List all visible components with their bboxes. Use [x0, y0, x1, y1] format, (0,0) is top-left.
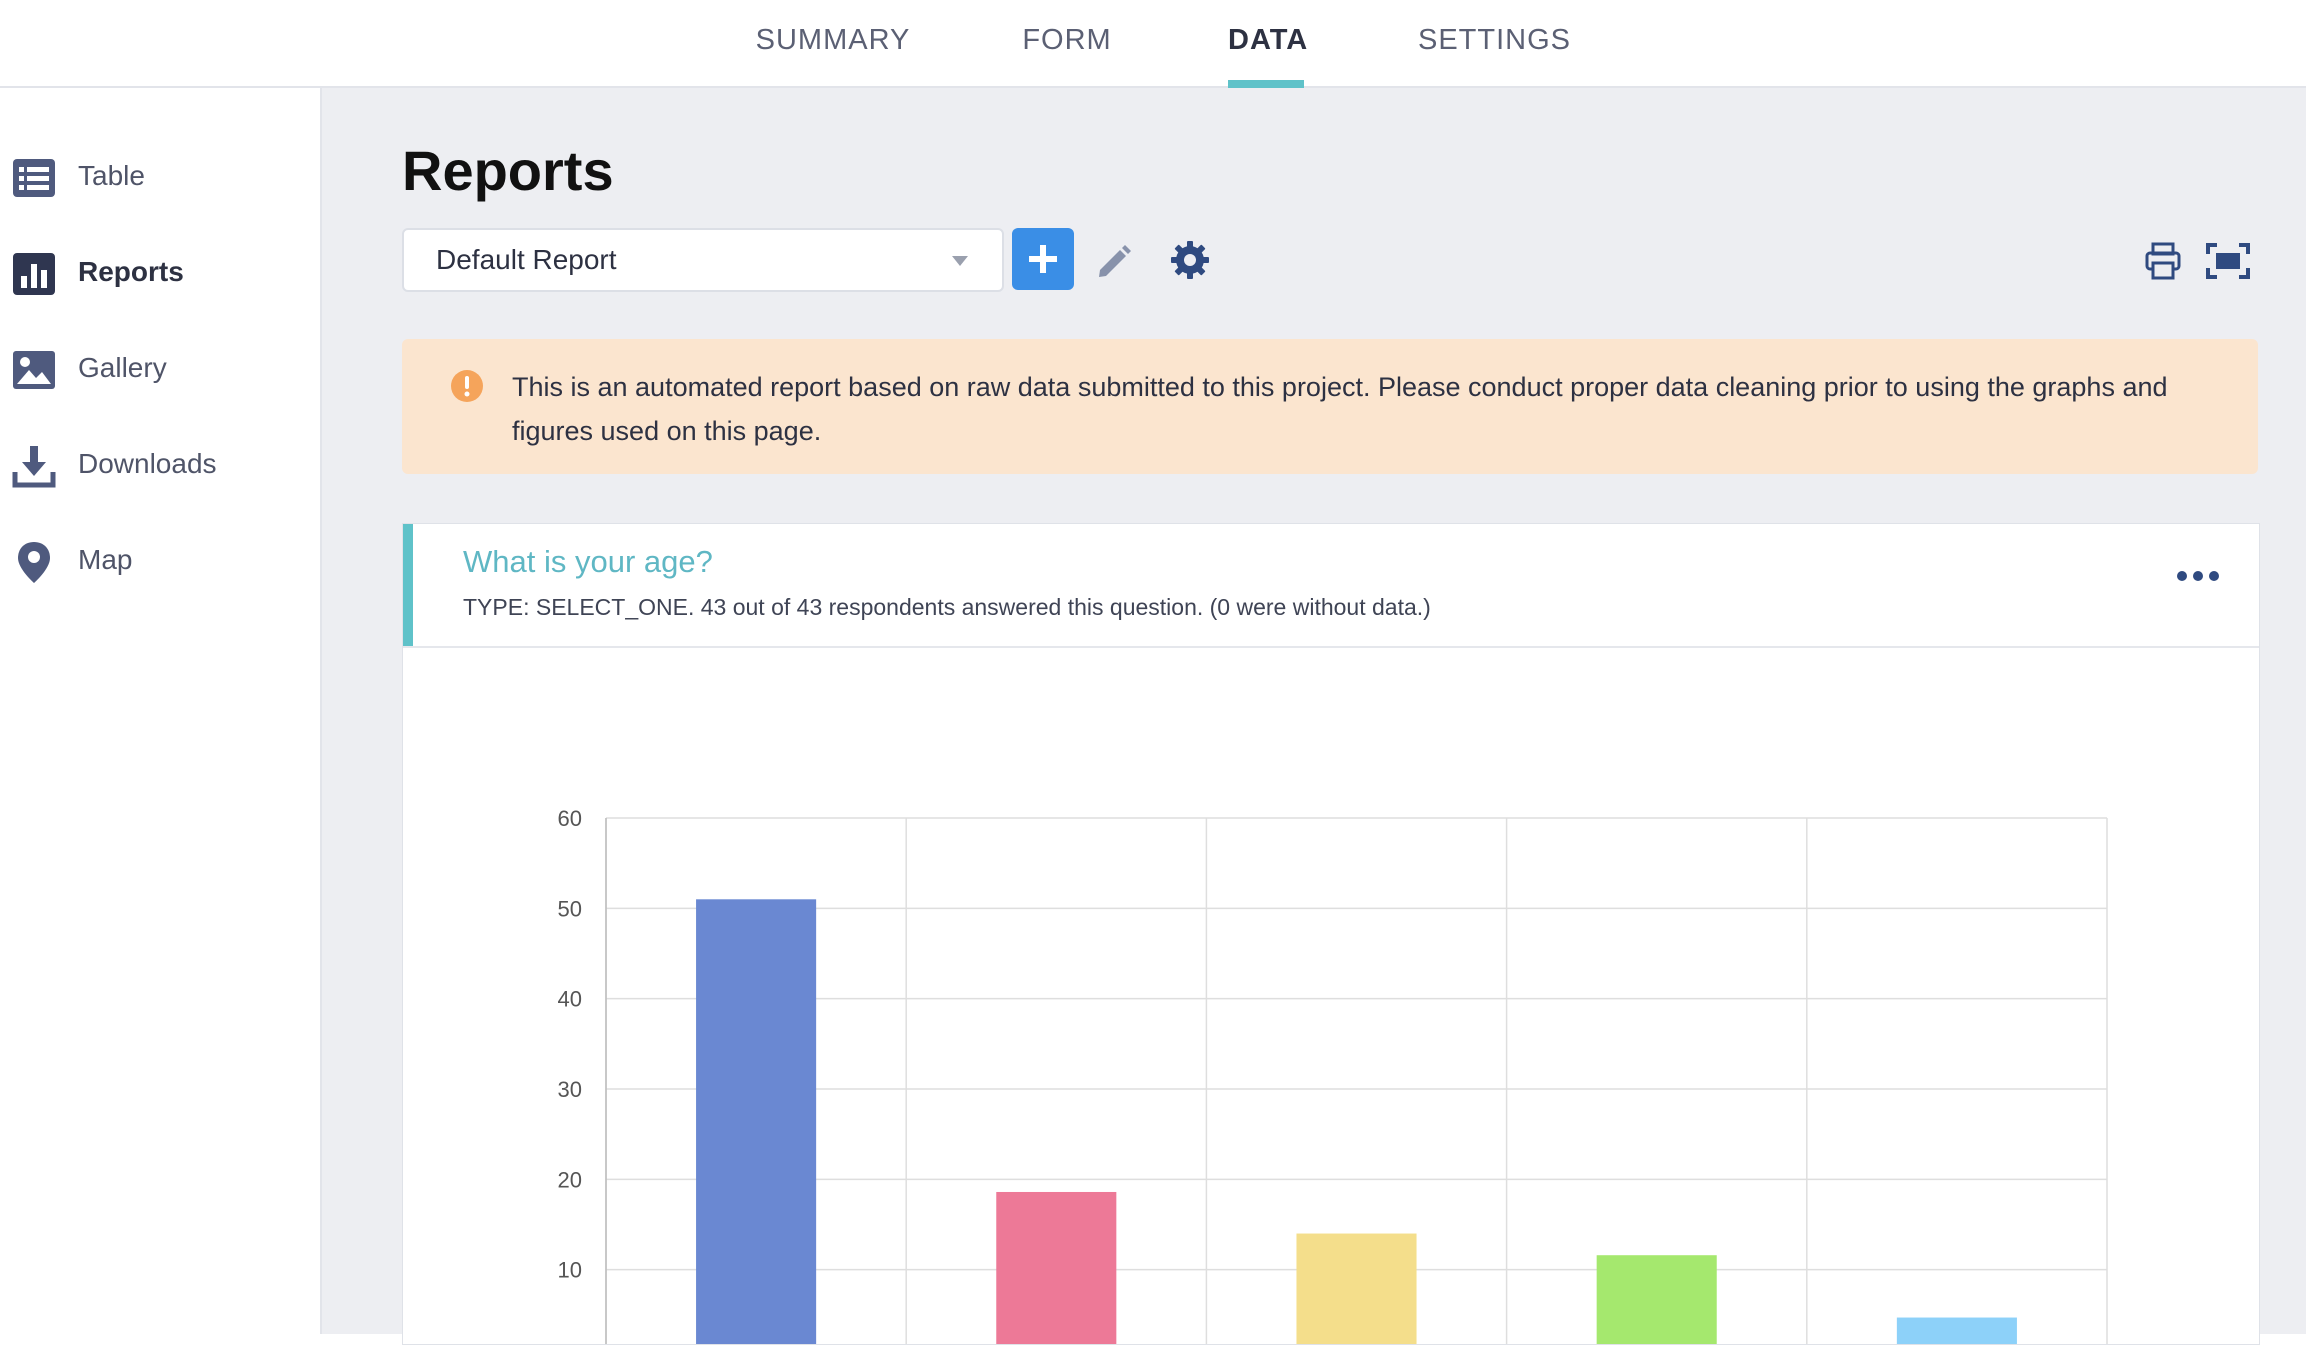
tab-form-label: FORM	[1022, 24, 1112, 56]
sidebar-item-table-label: Table	[78, 160, 145, 191]
add-report-button[interactable]	[1012, 228, 1074, 290]
bar-chart-icon	[13, 253, 55, 295]
question-header: What is your age? TYPE: SELECT_ONE. 43 o…	[403, 524, 2259, 648]
sidebar-item-reports-label: Reports	[78, 256, 184, 287]
card-accent-bar	[403, 524, 413, 646]
sidebar-item-downloads-label: Downloads	[78, 448, 217, 479]
tab-settings[interactable]: SETTINGS	[1418, 0, 1570, 86]
y-tick-label: 40	[558, 987, 582, 1012]
bar-40-49	[1896, 1317, 2017, 1344]
chevron-down-icon	[952, 256, 968, 266]
bar-18-29	[1596, 1255, 1717, 1344]
y-tick-label: 10	[558, 1258, 582, 1283]
more-options-icon[interactable]	[2173, 564, 2223, 588]
warning-icon	[451, 370, 483, 402]
question-title: What is your age?	[463, 544, 713, 579]
sidebar-item-map[interactable]: Map	[0, 520, 320, 600]
sidebar-item-reports[interactable]: Reports	[0, 232, 320, 312]
automated-report-alert: This is an automated report based on raw…	[402, 339, 2258, 474]
tab-summary-label: SUMMARY	[755, 24, 911, 56]
question-meta: TYPE: SELECT_ONE. 43 out of 43 responden…	[463, 594, 1431, 620]
image-icon	[13, 351, 55, 389]
y-tick-label: 20	[558, 1167, 582, 1192]
top-tab-bar: SUMMARY FORM DATA SETTINGS	[0, 0, 2306, 88]
sidebar-item-gallery-label: Gallery	[78, 352, 167, 383]
main-content: Reports Default Report	[322, 88, 2306, 1345]
edit-pencil-icon[interactable]	[1094, 240, 1134, 280]
sidebar-item-gallery[interactable]: Gallery	[0, 328, 320, 408]
report-select[interactable]: Default Report	[402, 228, 1004, 292]
sidebar: Table Reports Gallery Downloads Map	[0, 88, 322, 1334]
y-tick-label: 60	[558, 806, 582, 831]
bar-50-	[1296, 1233, 1417, 1344]
bar-under-18	[996, 1191, 1117, 1344]
y-tick-label: 50	[558, 896, 582, 921]
bar-30-39	[696, 899, 817, 1344]
question-report-card: What is your age? TYPE: SELECT_ONE. 43 o…	[402, 523, 2260, 1345]
sidebar-item-table[interactable]: Table	[0, 136, 320, 216]
y-tick-label: 30	[558, 1077, 582, 1102]
age-bar-chart: 010203040506030-39Under 1850+18-2940-49	[558, 806, 2108, 1344]
tab-data[interactable]: DATA	[1228, 0, 1307, 88]
tab-summary[interactable]: SUMMARY	[748, 0, 918, 86]
table-icon	[13, 159, 55, 197]
tab-data-label: DATA	[1228, 24, 1309, 56]
plus-icon	[1029, 245, 1057, 273]
download-icon	[12, 446, 56, 488]
gear-icon[interactable]	[1170, 240, 1210, 280]
alert-message: This is an automated report based on raw…	[512, 372, 2168, 446]
active-tab-underline	[1228, 80, 1304, 88]
tab-settings-label: SETTINGS	[1418, 24, 1572, 56]
map-pin-icon	[18, 542, 50, 583]
page-title: Reports	[402, 139, 614, 202]
print-icon[interactable]	[2144, 242, 2182, 280]
sidebar-item-downloads[interactable]: Downloads	[0, 424, 320, 504]
report-select-value: Default Report	[436, 244, 617, 275]
sidebar-item-map-label: Map	[78, 544, 133, 575]
tab-form[interactable]: FORM	[1010, 0, 1124, 86]
fullscreen-icon[interactable]	[2206, 242, 2250, 280]
